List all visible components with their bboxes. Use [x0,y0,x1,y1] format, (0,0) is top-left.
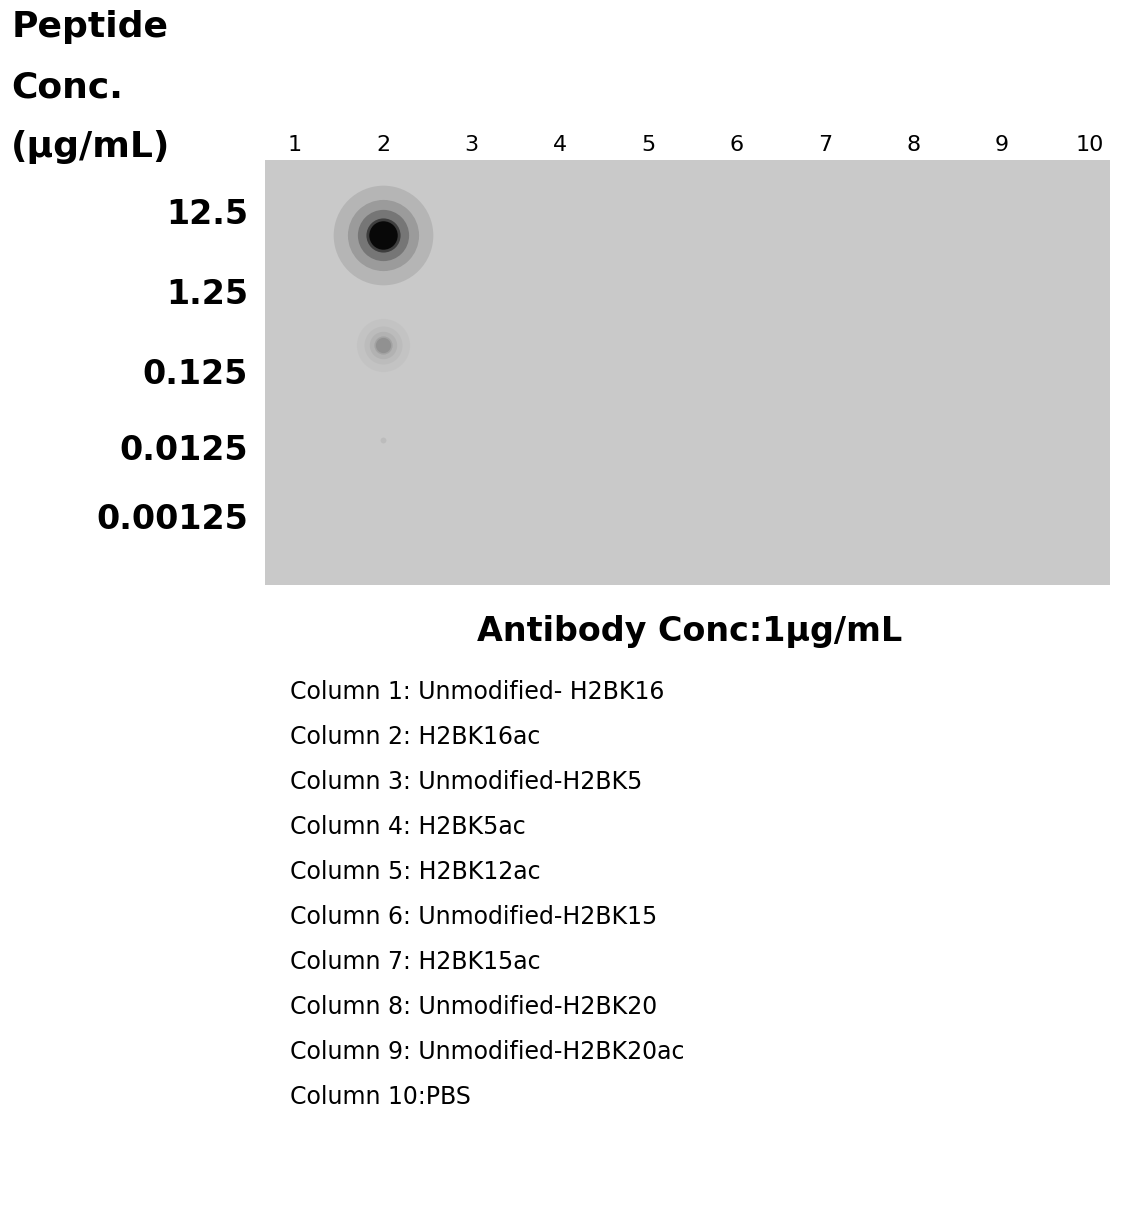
Text: 10: 10 [1076,134,1104,155]
Text: 0.0125: 0.0125 [120,434,248,467]
Text: Column 6: Unmodified-H2BK15: Column 6: Unmodified-H2BK15 [290,906,657,929]
Point [375,225,393,244]
Text: Column 2: H2BK16ac: Column 2: H2BK16ac [290,725,541,749]
Text: 1.25: 1.25 [166,279,248,312]
Point [375,225,393,244]
Text: Column 3: Unmodified-H2BK5: Column 3: Unmodified-H2BK5 [290,770,642,794]
Text: Column 8: Unmodified-H2BK20: Column 8: Unmodified-H2BK20 [290,995,657,1019]
Text: 7: 7 [817,134,832,155]
Text: Antibody Conc:1μg/mL: Antibody Conc:1μg/mL [478,615,902,648]
Text: 0.00125: 0.00125 [96,503,248,536]
Text: 12.5: 12.5 [166,198,248,231]
Point [375,335,393,354]
Text: 2: 2 [376,134,391,155]
Text: 6: 6 [729,134,744,155]
Text: Column 4: H2BK5ac: Column 4: H2BK5ac [290,815,526,840]
Text: 3: 3 [464,134,479,155]
Point [375,225,393,244]
Text: (μg/mL): (μg/mL) [11,130,170,164]
Text: 5: 5 [641,134,655,155]
Point [375,335,393,354]
Text: Peptide: Peptide [11,10,168,44]
Point [375,225,393,244]
Point [375,430,393,450]
Text: 1: 1 [288,134,303,155]
Point [375,335,393,354]
Text: 4: 4 [553,134,567,155]
Text: Column 9: Unmodified-H2BK20ac: Column 9: Unmodified-H2BK20ac [290,1040,684,1064]
Point [375,335,393,354]
Text: 0.125: 0.125 [142,358,248,391]
Text: Column 7: H2BK15ac: Column 7: H2BK15ac [290,949,541,974]
Point [375,225,393,244]
Text: 9: 9 [995,134,1008,155]
Point [375,335,393,354]
Text: Column 5: H2BK12ac: Column 5: H2BK12ac [290,860,541,884]
Text: 8: 8 [907,134,920,155]
Text: Conc.: Conc. [11,70,123,104]
Text: Column 1: Unmodified- H2BK16: Column 1: Unmodified- H2BK16 [290,679,664,704]
Text: Column 10:PBS: Column 10:PBS [290,1085,471,1110]
